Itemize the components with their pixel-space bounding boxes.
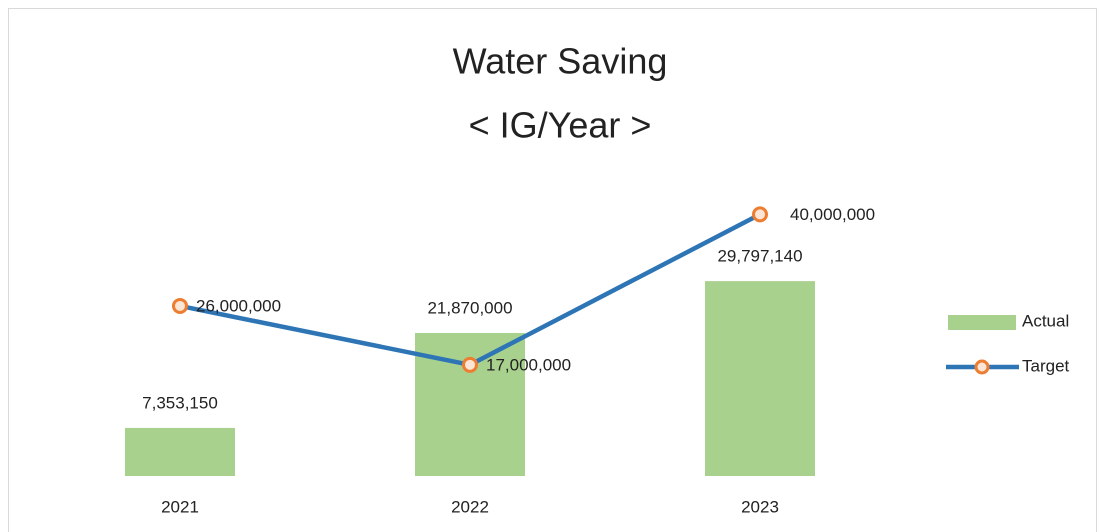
data-label: 40,000,000 [790, 205, 875, 224]
legend-marker [974, 359, 990, 375]
data-label: 17,000,000 [486, 355, 571, 374]
marker [752, 206, 768, 223]
data-label: 21,870,000 [427, 298, 512, 317]
bar [705, 281, 815, 476]
legend-label: Target [1022, 356, 1070, 375]
chart-subtitle: < IG/Year > [469, 105, 652, 146]
chart-title: Water Saving [453, 41, 668, 82]
legend-label: Actual [1022, 311, 1069, 330]
x-tick-label: 2022 [451, 497, 489, 516]
marker [462, 356, 478, 373]
x-tick-label: 2023 [741, 497, 779, 516]
x-tick-label: 2021 [161, 497, 199, 516]
data-label: 7,353,150 [142, 393, 218, 412]
data-label: 29,797,140 [717, 247, 802, 266]
legend-swatch [948, 315, 1016, 330]
data-label: 26,000,000 [196, 296, 281, 315]
marker [172, 297, 188, 314]
bar [125, 427, 235, 476]
